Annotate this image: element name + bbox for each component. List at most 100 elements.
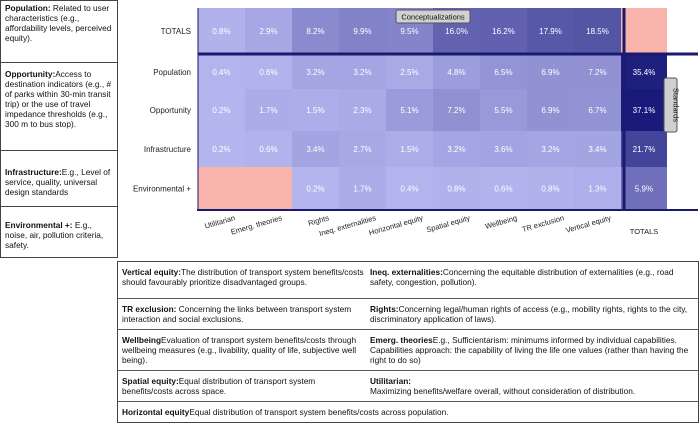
- definition-tr-exclusion: TR exclusion: Concerning the links betwe…: [122, 304, 366, 324]
- cell-value-label: 0.4%: [212, 68, 230, 77]
- definition-ineq-externalities: Ineq. externalities:Concerning the equit…: [370, 267, 698, 287]
- environmental-title: Environmental +:: [5, 220, 73, 230]
- heatmap-cell: [386, 131, 433, 167]
- definition-text: Concerning the links between transport s…: [122, 304, 352, 324]
- cell-value-label: 0.8%: [541, 185, 559, 194]
- population-title: Population:: [5, 3, 51, 13]
- definition-text: E.g., Sufficientarism: minimums informed…: [370, 335, 689, 365]
- heatmap-cell: [621, 167, 667, 210]
- cell-value-label: 5.1%: [400, 106, 418, 115]
- heatmap-cell: [621, 55, 667, 89]
- row-label: Environmental +: [133, 185, 191, 194]
- column-label: Emerg. theories: [230, 213, 284, 236]
- heatmap-cell: [480, 8, 527, 54]
- cell-value-label: 0.2%: [306, 185, 324, 194]
- heatmap-cell: [433, 131, 480, 167]
- cell-value-label: 3.2%: [447, 145, 465, 154]
- opportunity-description: Opportunity:Access to destination indica…: [1, 63, 117, 151]
- heatmap-cell: [292, 167, 339, 210]
- cell-value-label: 18.5%: [586, 27, 609, 36]
- definition-wellbeing: WellbeingEvaluation of transport system …: [122, 335, 366, 365]
- definition-title: Horizontal equity: [122, 407, 190, 417]
- heatmap-cell: [480, 167, 527, 210]
- heatmap-cell: [339, 8, 386, 54]
- cell-value-label: 3.4%: [588, 145, 606, 154]
- heatmap-cell: [621, 131, 667, 167]
- cell-value-label: 2.7%: [353, 145, 371, 154]
- heatmap-cell: [339, 89, 386, 131]
- heatmap-cell: [574, 131, 621, 167]
- cell-value-label: 6.9%: [541, 106, 559, 115]
- cell-value-label: 1.5%: [400, 145, 418, 154]
- cell-value-label: 6.9%: [541, 68, 559, 77]
- definition-text: Concerning the equitable distribution of…: [370, 267, 674, 287]
- infrastructure-text: E.g., Level of service, quality, univers…: [5, 167, 111, 197]
- opportunity-title: Opportunity:: [5, 69, 56, 79]
- infrastructure-description: Infrastructure:E.g., Level of service, q…: [1, 151, 117, 207]
- definition-text: Equal distribution of transport system b…: [122, 376, 316, 396]
- definition-title: TR exclusion:: [122, 304, 177, 314]
- heatmap-cell: [292, 8, 339, 54]
- heatmap-cell: [574, 55, 621, 89]
- cell-value-label: 37.1%: [633, 106, 656, 115]
- standards-tag: Standards: [663, 77, 681, 133]
- cell-value-label: 8.2%: [306, 27, 324, 36]
- definition-emerg-theories: Emerg. theoriesE.g., Sufficientarism: mi…: [370, 335, 698, 365]
- cell-value-label: 2.9%: [259, 27, 277, 36]
- cell-value-label: 7.2%: [447, 106, 465, 115]
- cell-value-label: 4.8%: [447, 68, 465, 77]
- cell-value-label: 16.0%: [445, 27, 468, 36]
- heatmap-cell: [198, 167, 245, 210]
- heatmap-cell: [386, 55, 433, 89]
- heatmap-cell: [527, 89, 574, 131]
- heatmap-cell: [245, 167, 292, 210]
- row-label: Opportunity: [150, 106, 191, 115]
- heatmap-cell: [433, 167, 480, 210]
- definition-title: Emerg. theories: [370, 335, 433, 345]
- heatmap-cell: [292, 89, 339, 131]
- cell-value-label: 9.9%: [353, 27, 371, 36]
- heatmap-cell: [245, 55, 292, 89]
- definition-text: The distribution of transport system ben…: [122, 267, 364, 287]
- definition-vertical-equity: Vertical equity:The distribution of tran…: [122, 267, 366, 287]
- cell-value-label: 3.4%: [306, 145, 324, 154]
- heatmap-cell: [292, 55, 339, 89]
- cell-value-label: 0.2%: [212, 145, 230, 154]
- cell-value-label: 0.8%: [447, 185, 465, 194]
- cell-value-label: 6.5%: [494, 68, 512, 77]
- population-description: Population: Related to user characterist…: [1, 1, 117, 63]
- row-label: Infrastructure: [144, 145, 192, 154]
- definition-text: Evaluation of transport system benefits/…: [122, 335, 357, 365]
- cell-value-label: 1.3%: [588, 185, 606, 194]
- row-labels: TOTALS Population Opportunity Infrastructur…: [133, 27, 192, 194]
- cell-value-label: 6.7%: [588, 106, 606, 115]
- column-label: TOTALS: [630, 227, 658, 236]
- cell-value-label: 17.9%: [539, 27, 562, 36]
- heatmap-cell: [574, 8, 621, 54]
- definition-title: Vertical equity:: [122, 267, 182, 277]
- cell-value-label: 1.7%: [353, 185, 371, 194]
- definition-title: Rights:: [370, 304, 399, 314]
- heatmap-cell: [527, 131, 574, 167]
- heatmap-cell: [245, 89, 292, 131]
- cell-value-label: 7.2%: [588, 68, 606, 77]
- definition-text: Concerning legal/human rights of access …: [370, 304, 688, 324]
- heatmap-cell: [527, 8, 574, 54]
- heatmap-cell: [433, 89, 480, 131]
- cell-value-label: 16.2%: [492, 27, 515, 36]
- cell-value-label: 1.5%: [306, 106, 324, 115]
- standards-label: Standards: [672, 88, 681, 122]
- infrastructure-title: Infrastructure:: [5, 167, 62, 177]
- definition-horizontal-equity: Horizontal equityEqual distribution of t…: [122, 407, 692, 417]
- heatmap-cell: [574, 167, 621, 210]
- cell-value-label: 2.5%: [400, 68, 418, 77]
- heatmap-cell: [245, 8, 292, 54]
- heatmap-cell: [339, 131, 386, 167]
- column-label: Spatial equity: [425, 213, 471, 234]
- cell-value-label: 0.2%: [212, 106, 230, 115]
- cell-value-label: 21.7%: [633, 145, 656, 154]
- column-label: Horizontal equity: [368, 213, 424, 237]
- divider-2: [118, 329, 698, 330]
- column-label: TR exclusion: [521, 213, 565, 234]
